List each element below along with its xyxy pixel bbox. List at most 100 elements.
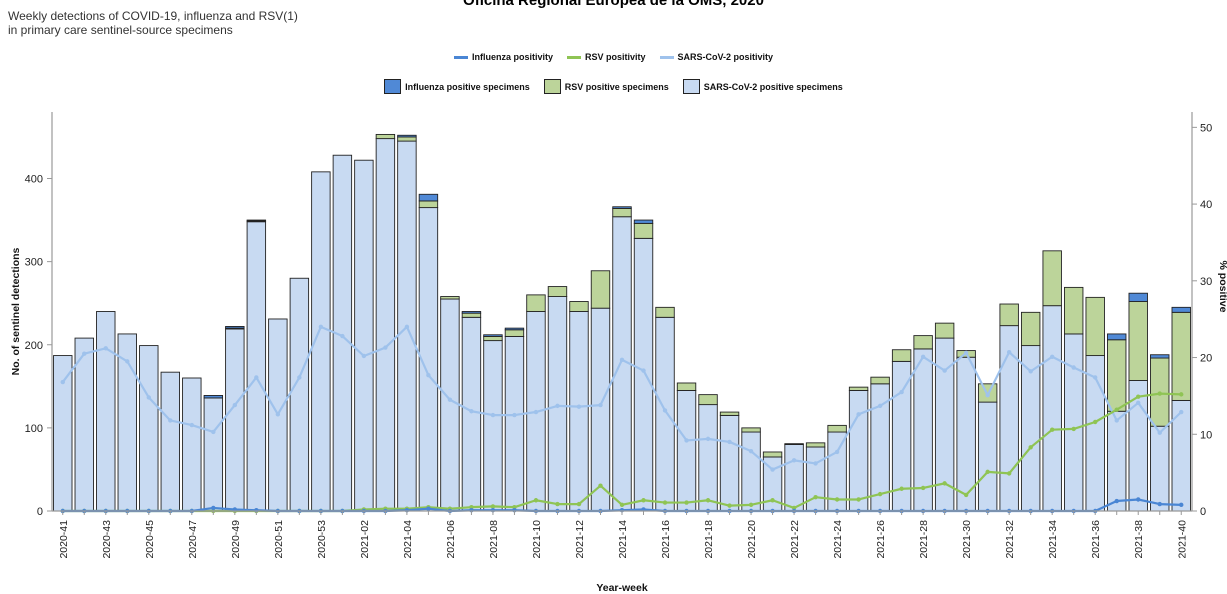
bar-segment-sars-cov-2-positive-specimens: [289, 277, 310, 512]
rsv-specimens-swatch: [543, 79, 561, 94]
legend-label: Influenza positivity: [471, 52, 553, 62]
rsv-positivity-point: [985, 469, 990, 475]
legend-label: SARS-CoV-2 positivity: [677, 52, 774, 62]
sars-cov-2-positivity-point: [813, 461, 818, 466]
bar-segment-sars-cov-2-positive-specimens: [977, 401, 998, 512]
bar-segment-rsv-positive-specimens: [397, 136, 417, 142]
rsv-positivity-point: [727, 503, 732, 508]
rsv-positivity-point: [834, 497, 840, 502]
legend-label: SARS-CoV-2 positive specimens: [703, 81, 843, 92]
bar-segment-rsv-positive-specimens: [483, 335, 503, 342]
y2-tick-label: 20: [1200, 353, 1212, 365]
x-tick-label: 2021-06: [445, 520, 457, 559]
sars-cov-2-positivity-point: [340, 333, 345, 339]
sars-cov-2-positivity-point: [748, 448, 754, 454]
chart-title: Oficina Regional Europea de la OMS, 2020: [463, 0, 764, 9]
x-tick-label: 2021-26: [875, 520, 887, 559]
rsv-positivity-point: [963, 492, 969, 498]
rsv-positivity-point: [619, 502, 625, 508]
y2-tick-label: 50: [1200, 122, 1212, 134]
rsv-positivity-point: [748, 502, 754, 508]
bar-segment-sars-cov-2-positive-specimens: [719, 414, 740, 512]
bar-segment-rsv-positive-specimens: [526, 294, 546, 312]
bar-segment-rsv-positive-specimens: [1063, 286, 1084, 335]
x-tick-label: 2021-24: [832, 520, 844, 559]
rsv-positivity-point: [598, 483, 603, 488]
bar-segment-sars-cov-2-positive-specimens: [633, 237, 654, 512]
sars-cov-2-positivity-point: [404, 324, 410, 330]
sars-cov-2-positivity-point: [1028, 369, 1033, 374]
bar-segment-rsv-positive-specimens: [504, 329, 525, 337]
rsv-positivity-point: [856, 497, 861, 502]
rsv-positivity-point: [576, 501, 582, 507]
bar-segment-sars-cov-2-positive-specimens: [182, 377, 202, 512]
bar-segment-sars-cov-2-positive-specimens: [569, 311, 589, 512]
sars-cov-2-positivity-point: [576, 404, 582, 409]
line-layer: [60, 324, 1184, 514]
y-tick-label: 0: [37, 506, 43, 518]
bar-segment-influenza-positive-specimens: [397, 134, 417, 138]
sars-cov-2-positivity-point: [1093, 375, 1098, 380]
sars-cov-2-positivity-point: [447, 397, 453, 402]
x-tick-label: 2020-49: [230, 520, 242, 559]
rsv-positivity-point: [533, 498, 539, 503]
bar-segment-sars-cov-2-positive-specimens: [1063, 333, 1084, 512]
x-tick-label: 2020-45: [144, 520, 156, 559]
x-tick-label: 2020-43: [101, 520, 113, 559]
y-tick-label: 300: [25, 257, 43, 269]
rsv-positivity-point: [791, 505, 797, 511]
sars-cov-2-positivity-point: [963, 350, 969, 356]
sars-cov-2-positivity-point: [684, 438, 689, 443]
x-tick-label: 2021-32: [1004, 520, 1016, 559]
bar-segment-influenza-positive-specimens: [418, 193, 439, 202]
x-tick-label: 2021-22: [789, 520, 801, 559]
sars-cov-2-positivity-point: [727, 439, 732, 445]
legend-item-rsv-specimens: RSV positive specimens: [543, 79, 669, 94]
rsv-positivity-point: [641, 498, 646, 503]
legend-item-influenza-positivity: Influenza positivity: [453, 52, 553, 62]
x-tick-label: 2020-41: [58, 520, 70, 559]
x-tick-label: 2021-12: [574, 520, 586, 559]
x-tick-label: 2021-08: [488, 520, 500, 559]
bar-segment-rsv-positive-specimens: [590, 270, 611, 309]
rsv-positivity-point: [1071, 426, 1076, 432]
sars-cov-2-specimens-swatch: [682, 79, 700, 94]
bar-segment-sars-cov-2-positive-specimens: [483, 340, 503, 512]
bar-segment-sars-cov-2-positive-specimens: [784, 444, 804, 512]
y2-axis-title: % positive: [1217, 261, 1227, 313]
bar-segment-rsv-positive-specimens: [805, 442, 826, 448]
chart-subtitle: Weekly detections of COVID-19, influenza…: [8, 9, 298, 37]
bar-segment-influenza-positive-specimens: [461, 311, 482, 314]
bar-segment-influenza-positive-specimens: [1107, 333, 1127, 341]
bar-segment-sars-cov-2-positive-specimens: [246, 221, 267, 512]
sars-cov-2-positivity-point: [426, 372, 431, 378]
bar-segment-sars-cov-2-positive-specimens: [139, 345, 159, 512]
sars-cov-2-positivity-point: [103, 346, 108, 351]
bar-segment-influenza-positive-specimens: [483, 334, 503, 337]
rsv-positivity-point: [684, 500, 689, 505]
bar-segment-rsv-positive-specimens: [547, 286, 568, 297]
bar-segment-sars-cov-2-positive-specimens: [354, 159, 374, 512]
rsv-positivity-point: [1006, 471, 1012, 476]
rsv-positivity-point: [1093, 419, 1098, 425]
sars-cov-2-positivity-point: [254, 375, 259, 380]
influenza-positivity-point: [426, 506, 431, 511]
sars-cov-2-positivity-point: [641, 368, 646, 373]
y2-tick-label: 30: [1200, 276, 1212, 288]
y2-tick-label: 40: [1200, 199, 1212, 211]
influenza-positivity-point: [1179, 502, 1184, 508]
x-tick-label: 2021-04: [402, 520, 414, 559]
sars-cov-2-positivity-point: [60, 379, 65, 385]
rsv-positivity-swatch: [566, 55, 581, 59]
rsv-positivity-point: [1049, 427, 1055, 432]
bar-segment-rsv-positive-specimens: [461, 312, 482, 318]
bar-layer: [53, 133, 1191, 512]
rsv-positivity-point: [920, 485, 926, 491]
bar-segment-influenza-positive-specimens: [633, 219, 654, 224]
sars-cov-2-positivity-point: [834, 449, 840, 455]
bar-segment-influenza-positive-specimens: [1171, 306, 1191, 313]
bar-segment-sars-cov-2-positive-specimens: [1042, 305, 1062, 512]
rsv-positivity-point: [1179, 392, 1184, 397]
bar-segment-influenza-positive-specimens: [246, 219, 267, 222]
sars-cov-2-positivity-point: [770, 467, 775, 472]
